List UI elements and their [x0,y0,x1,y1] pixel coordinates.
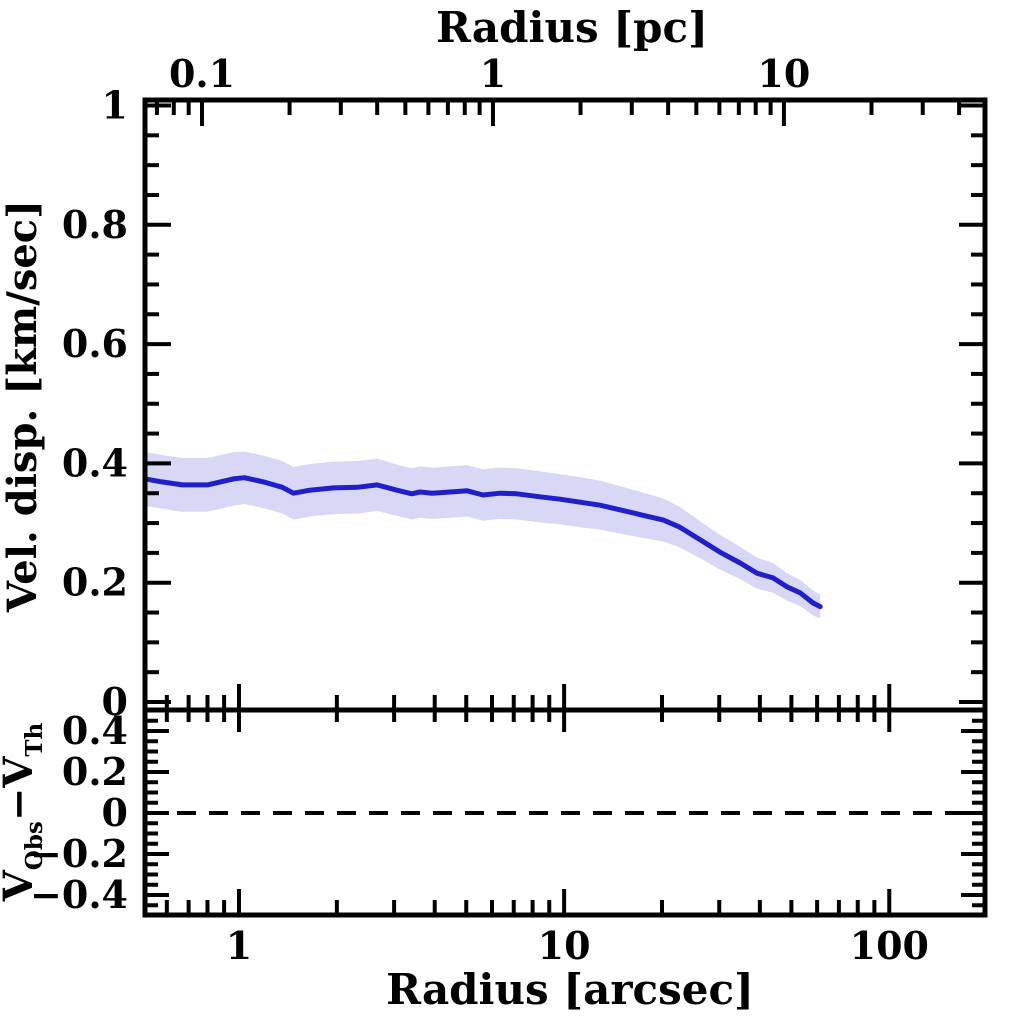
uncertainty-band-layer [147,451,821,619]
tick-labels-layer: 0.1 1 101 10 10000.20.40.60.81−0.4−0.200.20.… [30,51,929,968]
top-axis-title: Radius [pc] [436,3,708,52]
top-panel-border [142,97,988,713]
dispersion-curve-layer [147,475,823,610]
residual-label-base2: −V [0,756,42,822]
bottom-axis-tick-label: 1 [226,923,252,968]
top-axis-tick-label: 10 [757,51,810,96]
top-axis-tick-label: 0.1 [169,51,235,96]
top-axis-tick-label: 1 [480,51,506,96]
residual-y-tick-label: 0 [102,790,128,835]
top-panel-y-axis-title: Vel. disp. [km/sec] [0,200,46,613]
bottom-axis-title: Radius [arcsec] [386,965,754,1014]
residual-y-tick-label: 0.2 [62,749,128,794]
residual-y-tick-label: −0.2 [30,831,128,876]
residual-y-tick-label: −0.4 [30,872,128,917]
top-panel-y-tick-label: 0.8 [62,202,128,247]
uncertainty-band [147,451,821,619]
top-panel-y-tick-label: 0.4 [62,440,128,485]
residual-label-subscript-obs: Obs [21,821,48,870]
residual-y-tick-label: 0.4 [62,708,128,753]
top-panel-y-tick-label: 0 [102,679,128,724]
top-panel-y-tick-label: 1 [102,83,128,128]
residual-label-base1: V [0,869,42,902]
bottom-axis-tick-label: 10 [538,923,591,968]
residual-label-subscript-th: Th [21,722,48,756]
bottom-axis-tick-label: 100 [850,923,929,968]
top-panel-y-tick-label: 0.6 [62,321,128,366]
residual-y-axis-title: VObs−VTh [0,722,48,902]
axis-ticks-layer [145,100,985,915]
velocity-dispersion-curve [147,475,823,610]
top-panel-y-tick-label: 0.2 [62,560,128,605]
